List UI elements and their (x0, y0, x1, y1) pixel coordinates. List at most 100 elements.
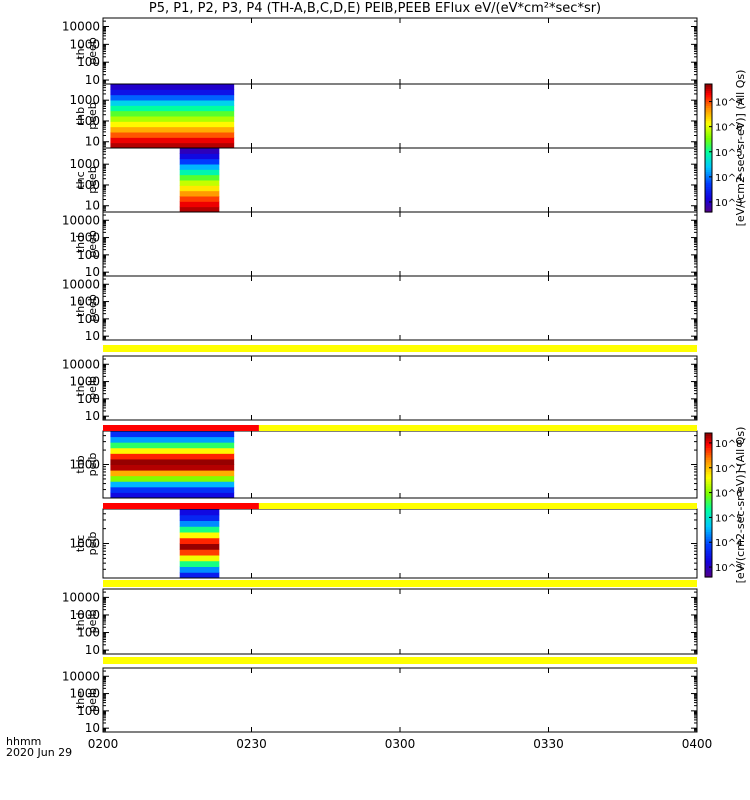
spectrogram-cell (179, 196, 220, 202)
colorbar-step (705, 433, 712, 436)
colorbar-step (705, 192, 712, 196)
y-tick-label: 100 (77, 248, 100, 262)
panel-product-label: peib (86, 532, 99, 556)
flag-bar-segment (103, 425, 259, 431)
y-tick-label: 100 (77, 55, 100, 69)
colorbar-step (705, 519, 712, 523)
panel-probe-label: thc (74, 171, 87, 188)
spectrogram-cell (110, 126, 235, 133)
spectrogram-cell (110, 142, 235, 149)
flag-bar-segment (258, 425, 697, 431)
spectrogram-cell (110, 431, 235, 438)
colorbar-step (705, 445, 712, 448)
spectrogram-cell (179, 185, 220, 192)
colorbar-step (705, 126, 712, 130)
colorbar-step (705, 521, 712, 525)
y-tick-label: 10 (85, 643, 100, 657)
colorbar-step (705, 130, 712, 134)
colorbar-step (705, 574, 712, 578)
colorbar-step (705, 84, 712, 87)
colorbar-step (705, 524, 712, 528)
flag-bar-segment (103, 503, 259, 509)
spectrogram-cell (110, 100, 235, 106)
colorbar-step (705, 505, 712, 508)
colorbar-step (705, 201, 712, 205)
y-tick-label: 10000 (62, 590, 100, 604)
colorbar-step (705, 88, 712, 91)
colorbar-step (705, 512, 712, 516)
colorbar-tick-label: 10^3 (715, 563, 742, 574)
colorbar-step (705, 124, 712, 128)
colorbar-step (705, 205, 712, 209)
panel-probe-label: thb (74, 455, 87, 473)
colorbar-step (705, 158, 712, 162)
colorbar-step (705, 502, 712, 506)
plot-title: P5, P1, P2, P3, P4 (TH-A,B,C,D,E) PEIB,P… (148, 1, 602, 16)
panel-product-label: peib (86, 376, 99, 400)
y-tick-label: 100 (77, 178, 100, 192)
y-tick-label: 1000 (69, 375, 100, 389)
panel-probe-label: thc (74, 379, 87, 396)
spectrogram-cell (179, 566, 220, 573)
spectrogram-cell (179, 190, 220, 197)
colorbar-step (705, 555, 712, 559)
spectrogram-cell (179, 158, 220, 165)
colorbar-step (705, 557, 712, 561)
panel-frame (102, 588, 698, 655)
colorbar-step (705, 495, 712, 499)
colorbar-step (705, 562, 712, 566)
colorbar-step (705, 569, 712, 573)
colorbar-step (705, 137, 712, 141)
time-axis-label-date: 2020 Jun 29 (6, 746, 73, 759)
spectrogram-cell (179, 174, 220, 181)
spectrogram-cell (179, 543, 220, 550)
y-tick-label: 100 (77, 392, 100, 406)
spectrogram-cell (110, 492, 235, 499)
y-tick-label: 1000 (69, 458, 100, 472)
time-tick-label: 0330 (533, 737, 564, 751)
colorbar-step (705, 128, 712, 132)
colorbar-step (705, 531, 712, 535)
colorbar-step (705, 175, 712, 179)
colorbar-step (705, 533, 712, 537)
panel-probe-label: thb (74, 107, 87, 125)
spectrogram-cell (179, 514, 220, 521)
colorbar-step (705, 209, 712, 213)
spectrogram-cell (110, 458, 235, 465)
panel-probe-label: thd (74, 612, 87, 630)
panel-frame (102, 17, 698, 85)
panel-product-label: peib (86, 610, 99, 634)
colorbar-step (705, 150, 712, 153)
spectrogram-cell (179, 169, 220, 176)
spectrogram-cell (110, 447, 235, 454)
colorbar-step (705, 101, 712, 104)
spectrogram-cell (110, 116, 235, 122)
y-tick-label: 100 (77, 114, 100, 128)
spectrogram-cell (179, 520, 220, 527)
y-tick-label: 10000 (62, 20, 100, 34)
panel-product-label: peeb (86, 166, 99, 194)
panel-probe-label: thc (74, 535, 87, 552)
colorbar-step (705, 457, 712, 460)
colorbar-step (705, 105, 712, 109)
colorbar-step (705, 141, 712, 145)
colorbar-tick-label: 10^7 (715, 464, 742, 475)
colorbar-title: [eV/(cm2-sec-sr-eV)] (All Qs) (734, 70, 747, 227)
spectrogram-cell (110, 470, 235, 477)
panel-frame (102, 275, 698, 341)
spectrogram-cell (110, 442, 235, 449)
colorbar-step (705, 107, 712, 111)
colorbar-step (705, 139, 712, 143)
flag-bar-segment (103, 580, 697, 587)
colorbar-step (705, 454, 712, 458)
y-tick-label: 10000 (62, 357, 100, 371)
colorbar-step (705, 548, 712, 552)
colorbar-step (705, 94, 712, 98)
spectrogram-cell (179, 148, 220, 154)
spectrogram-cell (110, 481, 235, 488)
colorbar-tick-label: 10^6 (715, 489, 742, 500)
colorbar-step (705, 122, 712, 126)
colorbar-step (705, 469, 712, 472)
panel-product-label: peeb (86, 294, 99, 322)
colorbar-step (705, 483, 712, 487)
